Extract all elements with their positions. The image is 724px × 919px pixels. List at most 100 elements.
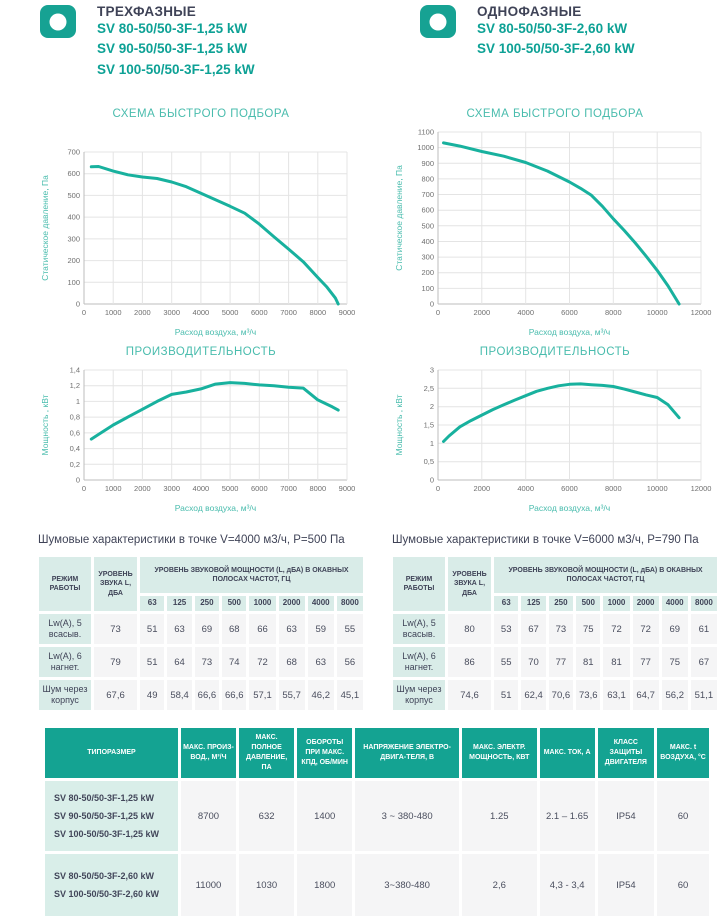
y-axis-title: Мощность , кВт [40, 394, 50, 455]
noise-col-level: УРОВЕНЬ ЗВУКА L, ДБА [447, 557, 492, 611]
pressure-chart-slot: 0 100 200 300 400 500 600 700 800 900 1000 1100 0 200… [390, 122, 720, 338]
spec-column-header: МАКС. ЭЛЕКТР. МОЩНОСТЬ, КВТ [462, 728, 537, 778]
noise-value: 51,1 [690, 680, 717, 710]
y-axis-title: Мощность , кВт [394, 394, 404, 455]
band-frequency-header: 63 [494, 596, 519, 611]
x-tick-label: 9000 [339, 308, 356, 317]
category-icon [40, 5, 76, 38]
spec-value: 8700 [180, 781, 237, 851]
model-name: SV 100-50/50-3F-1,25 kW [97, 61, 255, 77]
noise-value: 68 [278, 647, 305, 677]
x-tick-label: 2000 [134, 308, 151, 317]
noise-value: 56 [336, 647, 363, 677]
x-tick-label: 3000 [163, 308, 180, 317]
spec-header-row: ТИПОРАЗМЕР МАКС. ПРОИЗ-ВОД., М³/Ч МАКС. ПО… [45, 728, 709, 778]
y-tick-label: 100 [67, 278, 80, 287]
y-tick-label: 1,4 [70, 366, 80, 375]
x-tick-label: 0 [82, 484, 86, 493]
noise-value: 57,1 [249, 680, 276, 710]
noise-value: 69 [661, 614, 688, 644]
noise-value: 72 [632, 614, 659, 644]
y-tick-label: 0 [430, 476, 434, 485]
group-title: ОДНОФАЗНЫЕ [477, 4, 582, 19]
noise-value: 73 [548, 614, 574, 644]
noise-value: 66,6 [222, 680, 247, 710]
power-chart-slot: 0 0,2 0,4 0,6 0,8 1 1,2 1,4 0 1000 2000 3000 4000 500… [36, 360, 366, 514]
model-name: SV 80-50/50-3F-1,25 kW [54, 793, 155, 803]
pressure-chart-single-phase: 0 100 200 300 400 500 600 700 800 900 1000 1100 0 200… [394, 128, 712, 338]
y-tick-label: 200 [67, 256, 80, 265]
y-tick-label: 200 [421, 268, 434, 277]
y-tick-label: 0,2 [70, 460, 80, 469]
noise-value: 73,6 [576, 680, 601, 710]
model-name: SV 80-50/50-3F-2,60 kW [477, 21, 628, 36]
noise-note: Шумовые характеристики в точке V=4000 м3… [38, 534, 345, 546]
noise-value: 51 [494, 680, 519, 710]
x-tick-label: 10000 [647, 484, 668, 493]
spec-value: 4,3 - 3,4 [539, 854, 595, 916]
noise-row: Lw(A), 6 нагнет. 86 55 70 77 81 81 77 75 67 [393, 647, 717, 677]
noise-row: Шум через корпус 67,6 49 58,4 66,6 66,6 57,1 55… [39, 680, 363, 710]
spec-column-header: ТИПОРАЗМЕР [45, 728, 178, 778]
noise-value: 75 [661, 647, 688, 677]
three-phase-content: СХЕМА БЫСТРОГО ПОДБОРА 0 100 200 300 400 500 6… [36, 108, 366, 713]
spec-value: 60 [657, 781, 709, 851]
band-frequency-header: 8000 [336, 596, 363, 611]
model-name: SV 100-50/50-3F-2,60 kW [477, 41, 635, 57]
selection-chart-title: СХЕМА БЫСТРОГО ПОДБОРА [466, 108, 644, 120]
spec-value: IP54 [597, 781, 655, 851]
spec-column-header: МАКС. ПРОИЗ-ВОД., М³/Ч [180, 728, 237, 778]
band-frequency-header: 250 [548, 596, 574, 611]
y-tick-label: 2,5 [424, 384, 434, 393]
noise-row-label: Шум через корпус [393, 680, 445, 710]
noise-row-label: Lw(A), 5 всасыв. [393, 614, 445, 644]
spec-value: 3~380-480 [355, 854, 459, 916]
noise-value: 81 [603, 647, 630, 677]
three-phase-title-block: ТРЕХФАЗНЫЕ SV 80-50/50-3F-1,25 kW SV 90-5… [97, 4, 255, 100]
x-tick-label: 12000 [691, 308, 712, 317]
noise-header-row: РЕЖИМ РАБОТЫ УРОВЕНЬ ЗВУКА L, ДБА УРОВЕН… [39, 557, 363, 611]
spec-value: 2,6 [462, 854, 537, 916]
noise-col-level: УРОВЕНЬ ЗВУКА L, ДБА [93, 557, 138, 611]
band-frequency-header: 63 [140, 596, 165, 611]
y-tick-label: 0 [430, 300, 434, 309]
y-tick-label: 300 [421, 253, 434, 262]
x-tick-label: 1000 [105, 484, 122, 493]
spec-value: IP54 [597, 854, 655, 916]
x-tick-label: 8000 [605, 484, 622, 493]
noise-value: 55 [336, 614, 363, 644]
y-tick-label: 0,4 [70, 444, 80, 453]
y-tick-label: 1100 [418, 128, 434, 137]
band-frequency-header: 125 [521, 596, 546, 611]
x-tick-label: 4000 [193, 484, 210, 493]
noise-value: 69 [194, 614, 220, 644]
y-tick-label: 1 [430, 439, 434, 448]
spec-value: 1.25 [462, 781, 537, 851]
noise-value: 75 [576, 614, 601, 644]
y-tick-label: 0,5 [424, 457, 434, 466]
fan-curve [442, 141, 681, 306]
noise-row: Lw(A), 6 нагнет. 79 51 64 73 74 72 68 63 56 [39, 647, 363, 677]
noise-col-mode: РЕЖИМ РАБОТЫ [393, 557, 445, 611]
noise-value: 63 [307, 647, 334, 677]
y-tick-label: 300 [67, 234, 80, 243]
power-chart-three-phase: 0 0,2 0,4 0,6 0,8 1 1,2 1,4 0 1000 2000 3000 4000 500… [40, 366, 355, 514]
noise-row-label: Шум через корпус [39, 680, 91, 710]
noise-value: 53 [494, 614, 519, 644]
model-name: SV 80-50/50-3F-1,25 kW [97, 21, 248, 36]
circle-glyph [429, 13, 447, 30]
spec-value: 632 [239, 781, 295, 851]
x-tick-label: 1000 [105, 308, 122, 317]
band-frequency-header: 500 [576, 596, 601, 611]
noise-value: 73 [93, 614, 138, 644]
noise-value: 77 [632, 647, 659, 677]
model-name: SV 80-50/50-3F-2,60 kW [54, 871, 155, 881]
noise-value: 63 [278, 614, 305, 644]
y-tick-label: 600 [67, 169, 80, 178]
noise-value: 63 [167, 614, 192, 644]
noise-value: 63,1 [603, 680, 630, 710]
spec-value: 1800 [297, 854, 353, 916]
noise-value: 66,6 [194, 680, 220, 710]
